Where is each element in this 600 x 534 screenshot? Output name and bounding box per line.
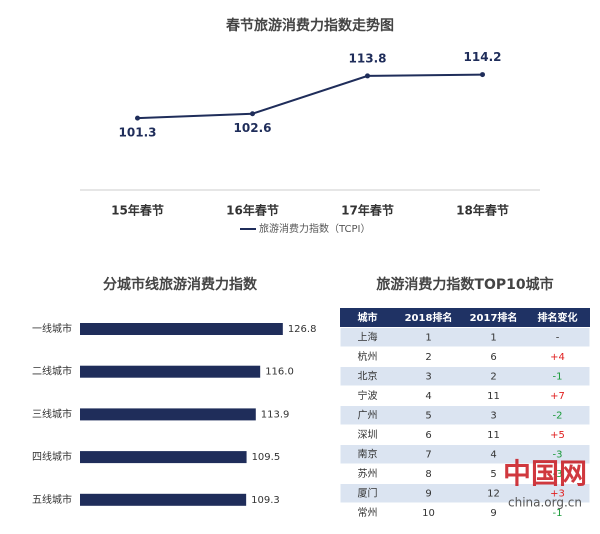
value-label: 114.2 bbox=[464, 50, 502, 64]
value-label: 102.6 bbox=[234, 121, 272, 135]
header-bg bbox=[340, 308, 590, 328]
header-cell: 2017排名 bbox=[470, 311, 518, 324]
value-label: 101.3 bbox=[119, 126, 157, 140]
cell: 8 bbox=[425, 469, 431, 480]
cell: +7 bbox=[550, 391, 565, 402]
bar-title: 分城市线旅游消费力指数 bbox=[103, 276, 258, 293]
x-tick-label: 17年春节 bbox=[341, 203, 394, 218]
cell: 南京 bbox=[358, 447, 378, 460]
cell: -1 bbox=[553, 508, 563, 519]
value-label: 113.8 bbox=[349, 51, 387, 65]
cell: 11 bbox=[487, 391, 500, 402]
bar bbox=[80, 323, 283, 335]
cell: 1 bbox=[425, 332, 431, 343]
watermark-url: china.org.cn bbox=[508, 496, 582, 510]
header-cell: 排名变化 bbox=[538, 311, 578, 324]
cell: 4 bbox=[425, 391, 431, 402]
watermark-logo: 中国网 bbox=[503, 457, 587, 490]
cell: -3 bbox=[553, 449, 563, 460]
row-bg bbox=[339, 502, 591, 523]
cell: 5 bbox=[490, 469, 496, 480]
header-cell: 城市 bbox=[358, 311, 378, 324]
cell: 北京 bbox=[358, 369, 378, 382]
bar bbox=[80, 365, 261, 378]
x-tick-label: 18年春节 bbox=[456, 203, 509, 218]
value-label: 109.3 bbox=[251, 495, 280, 506]
cell: - bbox=[556, 332, 560, 343]
cell: 苏州 bbox=[358, 467, 378, 480]
x-tick-label: 15年春节 bbox=[111, 203, 164, 218]
bar bbox=[80, 408, 256, 421]
cell: 广州 bbox=[358, 409, 378, 421]
cell: 常州 bbox=[358, 506, 378, 519]
cell: 3 bbox=[490, 410, 496, 421]
cell: 9 bbox=[490, 508, 496, 519]
point bbox=[250, 111, 255, 117]
table-title: 旅游消费力指数TOP10城市 bbox=[376, 276, 553, 293]
cell: 2 bbox=[425, 352, 431, 363]
line bbox=[137, 73, 483, 120]
row-bg bbox=[339, 327, 591, 348]
cell: 3 bbox=[425, 371, 431, 382]
y-tick-label: 三线城市 bbox=[32, 407, 72, 420]
bar bbox=[80, 451, 247, 464]
point bbox=[135, 115, 140, 121]
cell: 12 bbox=[487, 488, 500, 499]
value-label: 126.8 bbox=[288, 324, 317, 335]
cell: 9 bbox=[425, 488, 431, 499]
cell: 上海 bbox=[358, 330, 378, 343]
bar bbox=[80, 493, 247, 506]
cell: 5 bbox=[425, 410, 431, 421]
y-tick-label: 一线城市 bbox=[32, 322, 72, 335]
cell: 6 bbox=[490, 352, 496, 363]
cell: 4 bbox=[490, 449, 496, 460]
point bbox=[480, 72, 485, 78]
cell: +4 bbox=[550, 352, 565, 363]
cell: +5 bbox=[550, 430, 565, 441]
cell: 杭州 bbox=[358, 350, 378, 363]
cell: -2 bbox=[553, 410, 563, 421]
cell: +3 bbox=[550, 488, 565, 499]
cell: 7 bbox=[425, 449, 431, 460]
cell: 厦门 bbox=[358, 486, 378, 499]
cell: 2 bbox=[490, 371, 496, 382]
cell: 10 bbox=[422, 508, 435, 519]
x-tick-label: 16年春节 bbox=[226, 203, 279, 218]
value-label: 109.5 bbox=[252, 452, 281, 463]
cell: -1 bbox=[553, 371, 563, 382]
cell: 宁波 bbox=[358, 389, 378, 402]
cell: -3 bbox=[553, 469, 563, 480]
header-cell: 2018排名 bbox=[405, 311, 453, 324]
y-tick-label: 五线城市 bbox=[32, 493, 72, 506]
cell: 1 bbox=[490, 332, 496, 343]
cell: 11 bbox=[487, 430, 500, 441]
y-tick-label: 四线城市 bbox=[32, 450, 72, 463]
value-label: 113.9 bbox=[261, 409, 290, 420]
y-tick-label: 二线城市 bbox=[32, 365, 72, 378]
cell: 深圳 bbox=[358, 429, 378, 441]
line-title: 春节旅游消费力指数走势图 bbox=[225, 17, 394, 34]
value-label: 116.0 bbox=[265, 367, 294, 378]
legend-label: 旅游消费力指数（TCPI） bbox=[259, 222, 370, 235]
cell: 6 bbox=[425, 430, 431, 441]
point bbox=[365, 73, 370, 79]
